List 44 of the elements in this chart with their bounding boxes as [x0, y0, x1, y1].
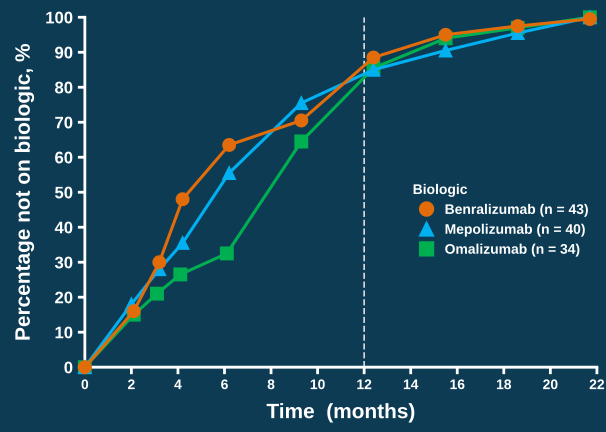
point	[173, 268, 188, 282]
legend-label: Omalizumab (n = 34)	[445, 244, 580, 257]
y-tick-label: 50	[55, 186, 72, 198]
y-tick-label: 70	[55, 116, 72, 128]
x-tick-label: 20	[543, 379, 558, 390]
legend-title: Biologic	[414, 184, 468, 197]
x-axis-title: Time (months)	[266, 403, 414, 422]
legend-label: Benralizumab (n = 43)	[446, 204, 588, 217]
y-axis-title: Percentage not on biologic, %	[14, 44, 34, 340]
point	[366, 50, 380, 64]
point	[294, 134, 308, 148]
point	[176, 236, 190, 250]
point	[150, 286, 164, 301]
x-tick-label: 12	[357, 379, 372, 390]
x-tick-label: 10	[310, 379, 325, 390]
point	[294, 96, 308, 110]
point	[294, 114, 308, 128]
x-tick-label: 14	[404, 380, 418, 390]
point	[126, 304, 141, 318]
x-tick-label: 8	[268, 379, 274, 390]
y-tick-label: 100	[46, 12, 72, 24]
x-tick-label: 18	[496, 379, 512, 390]
y-tick-label: 20	[55, 292, 72, 304]
x-tick-label: 22	[590, 379, 604, 390]
point	[220, 246, 234, 260]
point	[176, 192, 190, 206]
point	[222, 166, 236, 180]
y-tick-label: 0	[64, 362, 72, 374]
y-tick-label: 60	[55, 152, 72, 164]
y-tick-label: 30	[54, 256, 72, 268]
x-tick-label: 0	[82, 379, 88, 390]
point	[438, 28, 453, 42]
x-tick-label: 4	[174, 380, 182, 390]
y-tick-label: 80	[55, 82, 72, 94]
x-tick-label: 6	[221, 379, 228, 390]
point	[152, 255, 166, 270]
x-tick-label: 2	[128, 379, 135, 390]
legend-label: Mepolizumab (n = 40)	[446, 224, 585, 237]
y-tick-label: 10	[56, 326, 72, 338]
point	[438, 44, 453, 58]
point	[222, 138, 236, 152]
x-tick-label: 16	[450, 379, 464, 390]
y-tick-label: 40	[54, 222, 72, 234]
y-tick-label: 90	[55, 46, 72, 58]
